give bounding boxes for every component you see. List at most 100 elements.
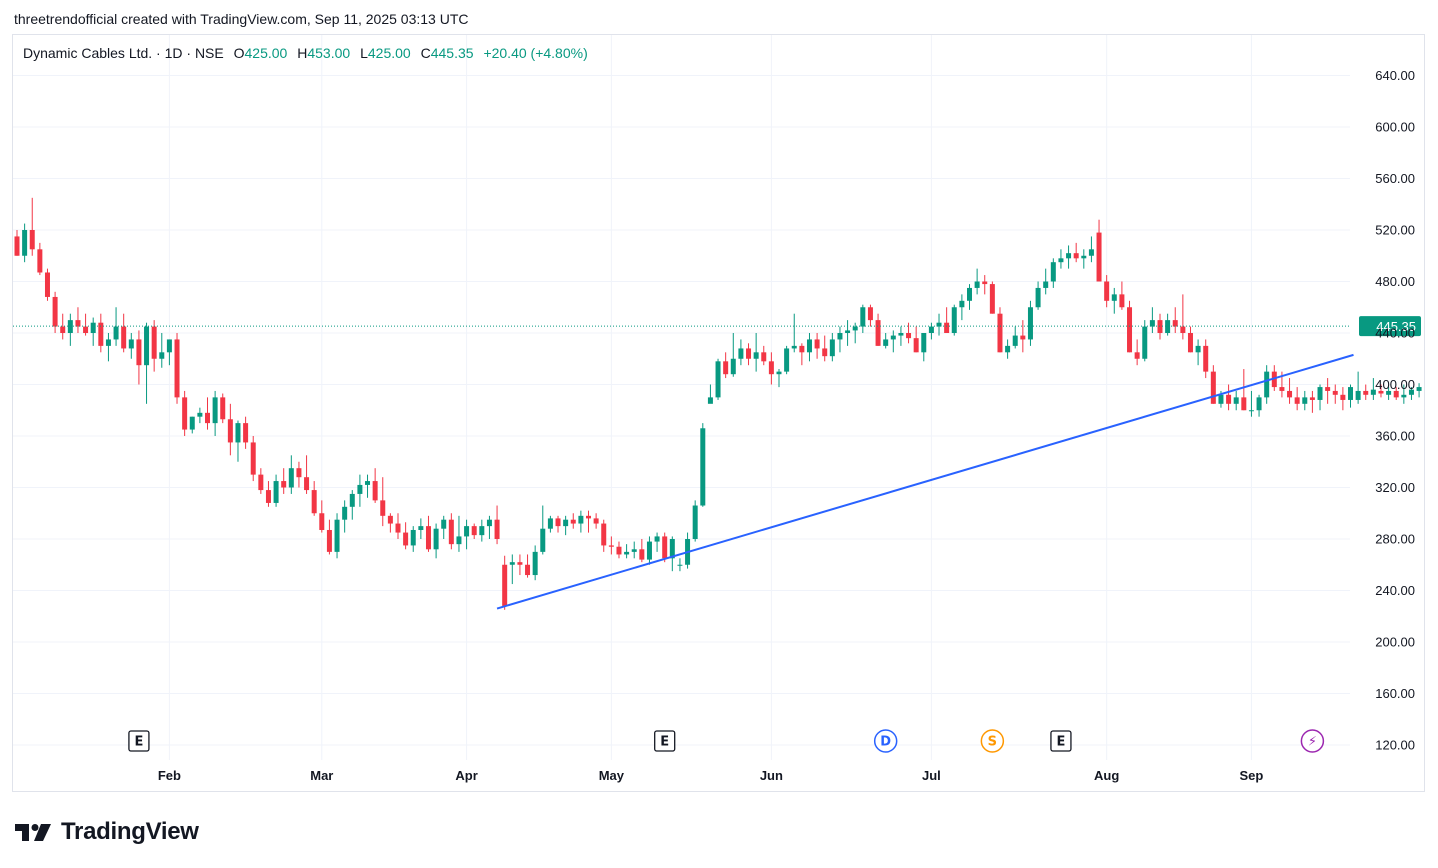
candle-body xyxy=(761,352,767,362)
candle xyxy=(281,468,287,494)
candle-body xyxy=(90,322,96,333)
candle xyxy=(799,343,805,366)
candle-body xyxy=(1096,232,1102,282)
earnings-event-marker[interactable]: E xyxy=(654,730,676,752)
candle-body xyxy=(1233,397,1239,404)
candle xyxy=(105,333,111,362)
dividend-event-marker[interactable]: D xyxy=(873,729,898,753)
candle-body xyxy=(121,326,127,349)
candle-body xyxy=(166,339,172,353)
candle-body xyxy=(525,564,531,576)
candle xyxy=(677,558,683,572)
candle xyxy=(1233,390,1239,411)
candle xyxy=(1180,294,1186,340)
candle-body xyxy=(1035,287,1041,308)
close-key: C xyxy=(420,45,431,61)
candle xyxy=(448,513,454,550)
price-axis: 640.00 600.00 560.00 520.00 480.00 440.00 400.… xyxy=(1375,68,1415,753)
candle-body xyxy=(1218,394,1224,404)
candle xyxy=(761,345,767,366)
candle-body xyxy=(829,339,835,357)
earnings-event-marker[interactable]: E xyxy=(1050,730,1072,752)
candle xyxy=(989,281,995,314)
split-event-marker[interactable]: S xyxy=(980,729,1005,753)
candle-body xyxy=(319,513,325,530)
chart-frame[interactable] xyxy=(12,34,1425,792)
candle xyxy=(243,416,249,449)
candle-body xyxy=(1264,371,1270,398)
candle xyxy=(1355,371,1361,404)
candle xyxy=(509,554,515,585)
candle xyxy=(1035,281,1041,310)
candle xyxy=(159,333,165,368)
candle xyxy=(768,352,774,385)
candle-body xyxy=(37,249,43,273)
candle xyxy=(464,519,470,550)
ohlc-legend: Dynamic Cables Ltd. · 1D · NSE O425.00 H… xyxy=(23,45,588,61)
candle-body xyxy=(281,481,287,488)
candle-body xyxy=(601,523,607,546)
candle-body xyxy=(814,339,820,349)
price-tick-label: 480.00 xyxy=(1375,274,1415,289)
candle xyxy=(212,390,218,436)
candle xyxy=(1020,320,1026,353)
candle xyxy=(791,313,797,353)
candle xyxy=(235,420,241,462)
candle xyxy=(372,468,378,503)
candle-body xyxy=(517,562,523,565)
candle xyxy=(151,320,157,372)
candle xyxy=(75,307,81,333)
price-tick-label: 520.00 xyxy=(1375,223,1415,238)
candle xyxy=(1111,287,1117,314)
candle xyxy=(814,333,820,359)
candle-body xyxy=(776,371,782,375)
candle-body xyxy=(616,546,622,555)
candle-body xyxy=(860,307,866,327)
price-tick-label: 640.00 xyxy=(1375,68,1415,83)
candle xyxy=(410,526,416,552)
candle xyxy=(441,515,447,539)
candle xyxy=(403,522,409,550)
candle xyxy=(1302,390,1308,411)
candle xyxy=(1340,387,1346,411)
candle xyxy=(631,541,637,559)
news-event-marker[interactable]: ⚡ xyxy=(1300,729,1325,753)
candle-body xyxy=(852,326,858,331)
tradingview-logo[interactable]: TradingView xyxy=(15,818,199,846)
candle-body xyxy=(425,526,431,550)
candle xyxy=(890,330,896,353)
candle-body xyxy=(1363,390,1369,395)
candle xyxy=(707,384,713,404)
candle xyxy=(418,518,424,539)
candle-body xyxy=(60,326,66,333)
candle-body xyxy=(746,348,752,359)
earnings-event-marker[interactable]: E xyxy=(128,730,150,752)
candle xyxy=(784,345,790,375)
candle xyxy=(1027,300,1033,346)
candle-body xyxy=(578,515,584,524)
candle xyxy=(586,510,591,533)
candle-body xyxy=(723,361,729,375)
candle-body xyxy=(982,281,988,285)
candle-body xyxy=(1348,387,1353,400)
split-icon xyxy=(980,729,1005,753)
candle-body xyxy=(707,397,713,404)
price-tick-label: 200.00 xyxy=(1375,635,1415,650)
candle-body xyxy=(967,287,972,301)
candle-body xyxy=(1172,320,1178,327)
candle xyxy=(822,335,828,362)
candle xyxy=(304,455,310,494)
candle-series xyxy=(14,197,1422,610)
candle-body xyxy=(22,230,28,256)
candle-body xyxy=(906,333,912,339)
candle xyxy=(265,481,271,507)
change-value: +20.40 (+4.80%) xyxy=(483,45,588,61)
candle xyxy=(959,294,965,321)
candle xyxy=(273,474,279,507)
candle-body xyxy=(235,423,241,443)
candle xyxy=(1050,258,1056,288)
dividend-icon xyxy=(873,729,898,753)
symbol-label[interactable]: Dynamic Cables Ltd. · 1D · NSE xyxy=(23,45,224,61)
candle xyxy=(974,268,980,295)
